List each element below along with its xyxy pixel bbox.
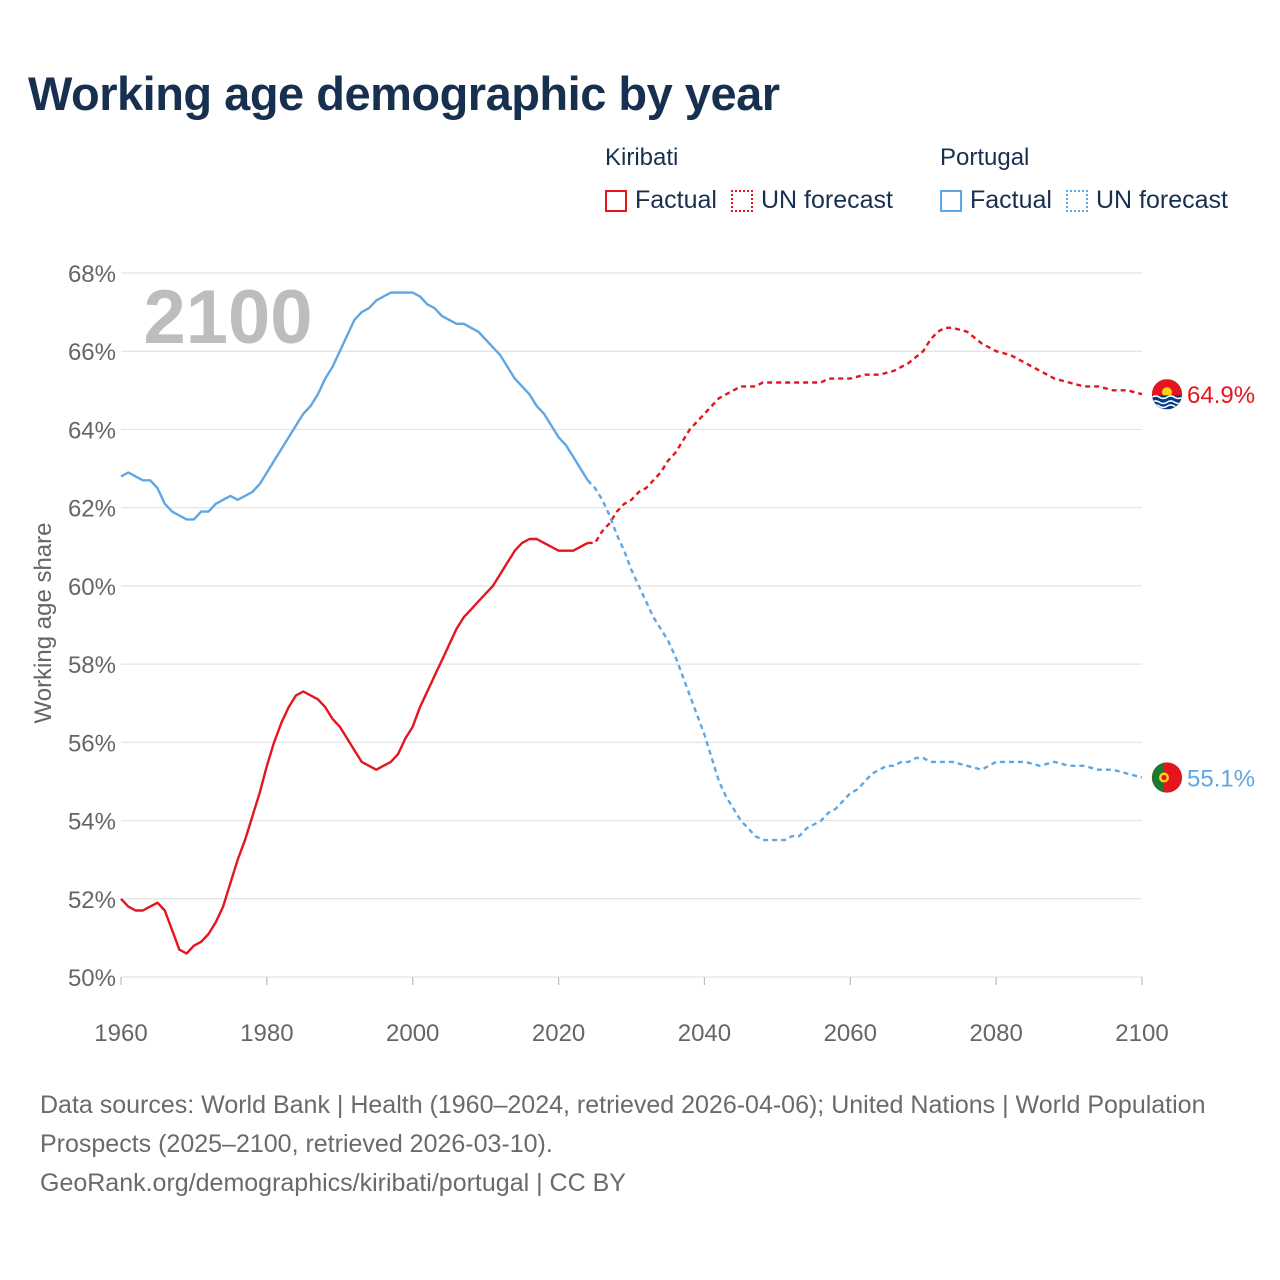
x-tick-label: 2040 <box>678 1020 731 1047</box>
footer-link[interactable]: GeoRank.org/demographics/kiribati/portug… <box>40 1169 626 1197</box>
y-tick-label: 62% <box>68 496 116 523</box>
legend-label-portugal-forecast: UN forecast <box>1095 186 1228 214</box>
x-tick-label: 1960 <box>94 1020 147 1047</box>
legend-country-portugal: Portugal <box>940 144 1030 171</box>
legend-swatch-kiribati-factual <box>605 189 627 212</box>
legend-kiribati-factual[interactable]: Factual <box>605 186 717 215</box>
x-tick-label: 2100 <box>1115 1020 1168 1047</box>
legend-portugal-forecast[interactable]: UN forecast <box>1065 186 1228 215</box>
y-tick-label: 60% <box>68 574 116 601</box>
x-tick-label: 1980 <box>240 1020 293 1047</box>
kiribati-flag-icon <box>1151 378 1183 410</box>
end-label-portugal: 55.1% <box>1187 766 1255 793</box>
x-tick-label: 2060 <box>824 1020 877 1047</box>
y-tick-label: 56% <box>68 730 116 757</box>
line-portugal-forecast[interactable] <box>586 479 1143 842</box>
footer: Data sources: World Bank | Health (1960–… <box>40 1086 1220 1203</box>
legend-label-kiribati-factual: Factual <box>635 186 717 214</box>
chart-title: Working age demographic by year <box>28 67 780 120</box>
legend-label-portugal-factual: Factual <box>970 186 1052 214</box>
x-tick-label: 2020 <box>532 1020 585 1047</box>
y-tick-label: 54% <box>68 809 116 836</box>
y-tick-label: 58% <box>68 652 116 679</box>
x-tick-label: 2080 <box>969 1020 1022 1047</box>
y-tick-label: 50% <box>68 965 116 992</box>
line-chart: 50% 52% 54% 56% 58% 60% 62% 64% 66% 68% 1960 1980 20… <box>30 261 1255 1047</box>
legend-swatch-kiribati-forecast <box>730 189 753 212</box>
legend-swatch-portugal-factual <box>940 189 962 212</box>
end-label-kiribati: 64.9% <box>1187 382 1255 409</box>
line-kiribati-factual[interactable] <box>120 537 589 955</box>
year-watermark: 2100 <box>143 275 312 360</box>
line-kiribati-forecast[interactable] <box>587 326 1143 545</box>
legend-kiribati-forecast[interactable]: UN forecast <box>730 186 893 215</box>
y-tick-label: 68% <box>68 261 116 288</box>
footer-sources: Data sources: World Bank | Health (1960–… <box>40 1091 1206 1158</box>
y-tick-label: 52% <box>68 887 116 914</box>
legend-label-kiribati-forecast: UN forecast <box>760 186 893 214</box>
y-axis-label: Working age share <box>30 523 57 724</box>
y-tick-label: 66% <box>68 339 116 366</box>
x-tick-label: 2000 <box>386 1020 439 1047</box>
legend-country-kiribati: Kiribati <box>605 144 679 171</box>
y-tick-label: 64% <box>68 417 116 444</box>
portugal-flag-icon <box>1151 762 1183 794</box>
legend-swatch-portugal-forecast <box>1065 189 1088 212</box>
legend-portugal-factual[interactable]: Factual <box>940 186 1052 215</box>
line-portugal-factual[interactable] <box>120 291 589 521</box>
